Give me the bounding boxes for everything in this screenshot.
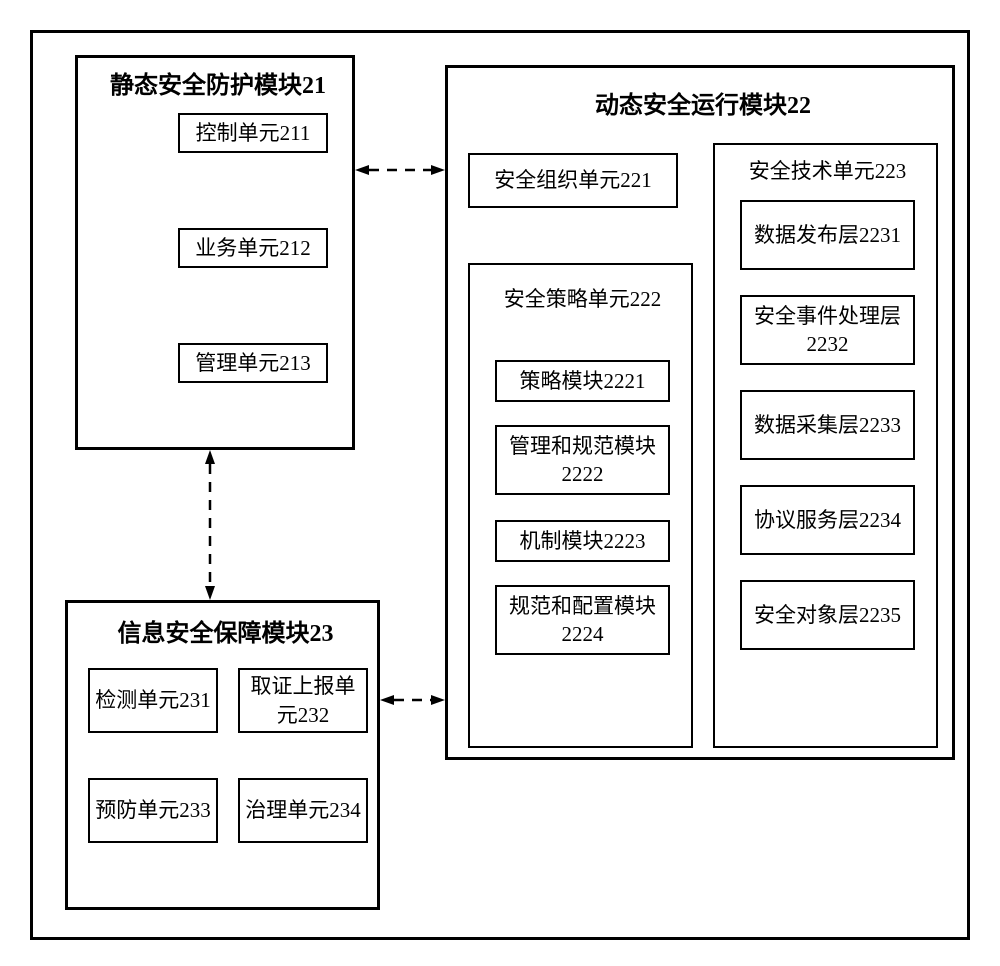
module-21-title: 静态安全防护模块21 (78, 70, 358, 102)
unit-223-sub-4: 安全对象层2235 (740, 580, 915, 650)
module-22-title: 动态安全运行模块22 (448, 90, 958, 122)
unit-223-sub-1: 安全事件处理层2232 (740, 295, 915, 365)
unit-223-container: 安全技术单元223 数据发布层2231 安全事件处理层2232 数据采集层2233 协议… (713, 143, 938, 748)
unit-222-container: 安全策略单元222 策略模块2221 管理和规范模块2222 机制模块2223 规范和配… (468, 263, 693, 748)
unit-222-sub-2: 机制模块2223 (495, 520, 670, 562)
unit-223-sub-0: 数据发布层2231 (740, 200, 915, 270)
module-23-unit-2: 预防单元233 (88, 778, 218, 843)
unit-222-sub-0: 策略模块2221 (495, 360, 670, 402)
module-21-unit-1: 业务单元212 (178, 228, 328, 268)
unit-223-sub-3: 协议服务层2234 (740, 485, 915, 555)
module-21-unit-2: 管理单元213 (178, 343, 328, 383)
module-23-box: 信息安全保障模块23 检测单元231 取证上报单元232 预防单元233 治理单元23… (65, 600, 380, 910)
diagram-canvas: 静态安全防护模块21 控制单元211 业务单元212 管理单元213 动态安全运行模… (0, 0, 1000, 966)
module-21-box: 静态安全防护模块21 控制单元211 业务单元212 管理单元213 (75, 55, 355, 450)
module-23-unit-0: 检测单元231 (88, 668, 218, 733)
module-22-box: 动态安全运行模块22 安全组织单元221 安全策略单元222 策略模块2221 管理和… (445, 65, 955, 760)
module-21-unit-0: 控制单元211 (178, 113, 328, 153)
module-23-title: 信息安全保障模块23 (68, 618, 383, 650)
module-23-unit-1: 取证上报单元232 (238, 668, 368, 733)
module-23-unit-3: 治理单元234 (238, 778, 368, 843)
unit-222-sub-1: 管理和规范模块2222 (495, 425, 670, 495)
unit-221: 安全组织单元221 (468, 153, 678, 208)
unit-222-title: 安全策略单元222 (470, 285, 695, 313)
unit-223-title: 安全技术单元223 (715, 157, 940, 185)
unit-223-sub-2: 数据采集层2233 (740, 390, 915, 460)
unit-222-sub-3: 规范和配置模块2224 (495, 585, 670, 655)
